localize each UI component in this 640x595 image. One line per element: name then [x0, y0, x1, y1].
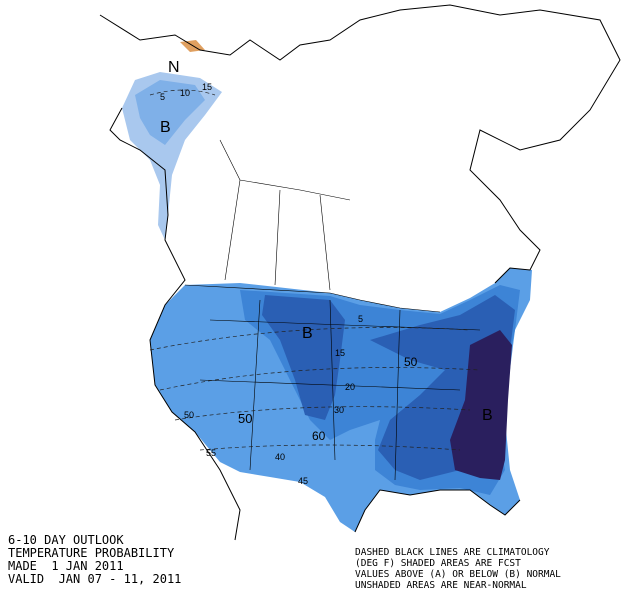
contour-label: 20: [345, 382, 355, 392]
contour-label: 30: [334, 405, 344, 415]
contour-label: 55: [206, 448, 216, 458]
legend-line: VALUES ABOVE (A) OR BELOW (B) NORMAL: [355, 569, 561, 580]
contour-label: 45: [298, 476, 308, 486]
outlook-line: MADE 1 JAN 2011: [8, 559, 124, 573]
contour-label: 50: [404, 355, 418, 369]
region-label: N: [168, 59, 180, 76]
contour-label: 10: [180, 88, 190, 98]
map-labels: N B 5 10 15 B 5 15 20 30 50 B 50 50 60 5…: [160, 59, 493, 486]
contour-label: 15: [335, 348, 345, 358]
legend-line: (DEG F) SHADED AREAS ARE FCST: [355, 558, 521, 569]
contour-label: 50: [184, 410, 194, 420]
region-label: B: [482, 407, 493, 424]
legend-line: DASHED BLACK LINES ARE CLIMATOLOGY: [355, 547, 550, 558]
contour-label: 40: [275, 452, 285, 462]
contour-label: 5: [160, 92, 165, 102]
contour-label: 50: [238, 411, 252, 426]
coastline: [99, 4, 621, 541]
outlook-line: TEMPERATURE PROBABILITY: [8, 546, 175, 560]
contour-label: 5: [358, 314, 363, 324]
outlook-line: VALID JAN 07 - 11, 2011: [8, 572, 181, 586]
us-shade-dark: [262, 295, 515, 480]
outlook-text: 6-10 DAY OUTLOOK TEMPERATURE PROBABILITY…: [8, 533, 181, 586]
region-label: B: [160, 119, 171, 136]
contour-label: 15: [202, 82, 212, 92]
climatology-lines: [149, 89, 481, 451]
alaska-shade-mid: [135, 80, 205, 145]
region-label: B: [302, 325, 313, 342]
contour-label: 60: [312, 429, 326, 443]
legend-line: UNSHADED AREAS ARE NEAR-NORMAL: [355, 580, 527, 591]
legend-text: DASHED BLACK LINES ARE CLIMATOLOGY (DEG …: [355, 547, 561, 591]
borders: [184, 139, 481, 481]
us-shade-darkest: [450, 330, 512, 480]
outlook-line: 6-10 DAY OUTLOOK: [8, 533, 124, 547]
